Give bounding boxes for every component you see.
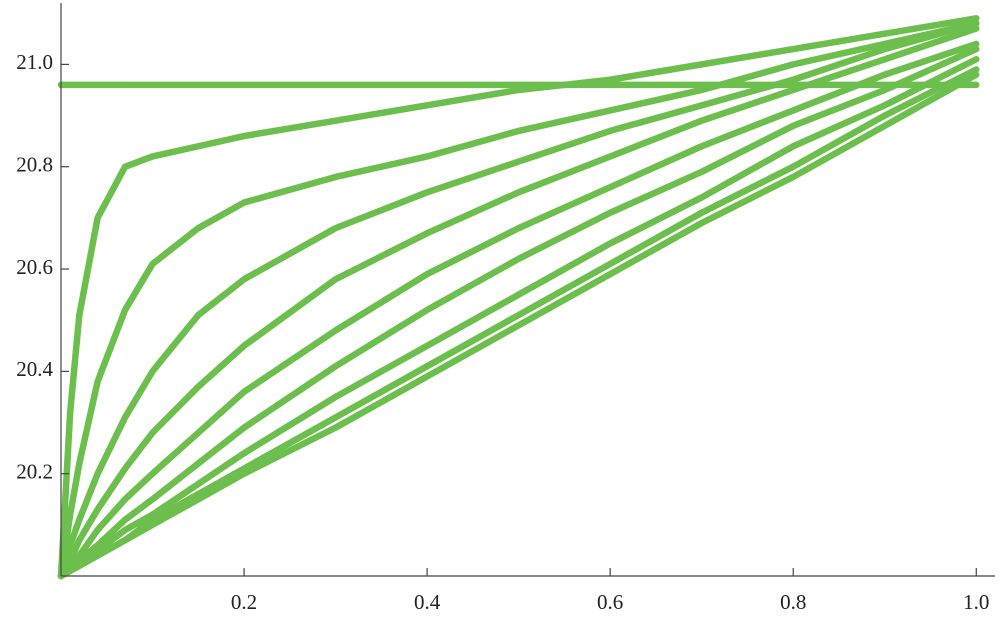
series-line: [57, 40, 980, 580]
x-tick-label: 0.2: [231, 590, 257, 614]
x-tick-label: 1.0: [963, 590, 989, 614]
x-tick-label: 0.4: [414, 590, 441, 614]
series-line: [57, 56, 980, 580]
x-tick-label: 0.6: [597, 590, 623, 614]
series-line: [57, 71, 980, 580]
y-tick-label: 20.8: [16, 153, 53, 177]
series-line: [57, 20, 980, 580]
x-tick-label: 0.8: [780, 590, 806, 614]
series-line: [57, 15, 980, 580]
plot-lines: [57, 15, 980, 580]
series-line: [57, 20, 980, 580]
axes: 20.2 20.4 20.6 20.8 21.0 0.2 0.4 0.6 0.8 1.0: [16, 3, 995, 614]
y-tick-label: 20.6: [16, 255, 53, 279]
series-line: [57, 25, 980, 580]
y-tick-label: 21.0: [16, 50, 53, 74]
y-tick-label: 20.2: [16, 459, 53, 483]
y-tick-label: 20.4: [16, 357, 53, 381]
